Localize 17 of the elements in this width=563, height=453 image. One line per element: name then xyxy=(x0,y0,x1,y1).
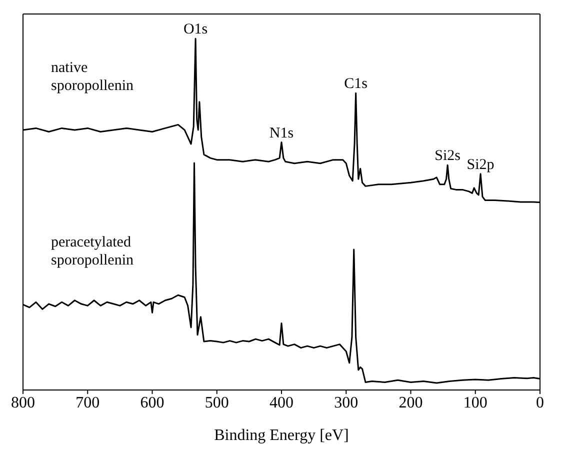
annotation: N1s xyxy=(269,125,294,142)
x-tick-label: 100 xyxy=(463,394,488,412)
annotation: O1s xyxy=(183,22,208,38)
annotation: Si2p xyxy=(466,156,494,173)
x-tick-label: 500 xyxy=(204,394,229,412)
x-tick-label: 400 xyxy=(270,394,294,412)
x-tick-label: 800 xyxy=(11,394,35,412)
annotation: Si2s xyxy=(434,148,461,164)
annotation: C1s xyxy=(344,76,368,92)
text: native sporopollenin xyxy=(51,60,134,94)
x-tick-label: 200 xyxy=(398,394,423,412)
x-tick-label: 0 xyxy=(536,394,544,412)
x-tick-label: 300 xyxy=(334,394,358,412)
x-axis-title: Binding Energy [eV] xyxy=(214,427,349,444)
text: peracetylated sporopollenin xyxy=(51,234,134,269)
x-tick-label: 700 xyxy=(76,394,100,412)
x-tick-label: 600 xyxy=(140,394,164,412)
